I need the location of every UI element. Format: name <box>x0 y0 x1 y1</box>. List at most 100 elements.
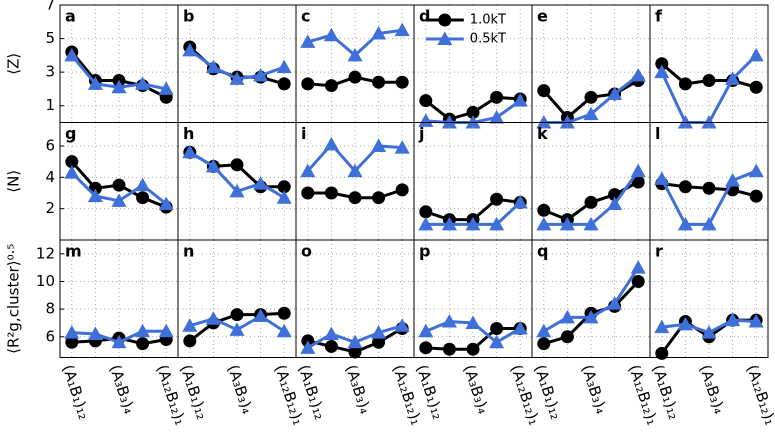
point <box>631 175 645 189</box>
point <box>394 22 410 37</box>
point <box>654 64 670 79</box>
point <box>537 84 551 98</box>
point <box>182 318 198 332</box>
panel-frame <box>413 239 533 358</box>
point <box>229 183 245 198</box>
panel-label: i <box>301 124 306 143</box>
point <box>490 192 504 206</box>
point <box>559 115 575 129</box>
panel-label: p <box>419 242 430 261</box>
point <box>230 158 244 172</box>
x-tick-label: (A₃B₃)₄ <box>224 363 257 416</box>
point <box>607 86 623 100</box>
point <box>65 155 79 169</box>
point <box>748 163 764 178</box>
point <box>655 346 669 360</box>
point <box>276 59 292 74</box>
x-tick-label: (A₃B₃)₄ <box>106 363 139 416</box>
point <box>419 341 433 355</box>
point <box>536 323 552 338</box>
panel-label: b <box>183 7 194 26</box>
point <box>276 323 292 338</box>
panel-label: o <box>301 242 312 261</box>
point <box>87 188 103 203</box>
point <box>560 330 574 344</box>
panel-frame <box>531 4 651 123</box>
y-tick-label: 6 <box>45 137 55 155</box>
point <box>158 81 174 95</box>
point <box>677 216 693 231</box>
point <box>466 342 480 356</box>
point <box>347 334 363 349</box>
point <box>205 158 221 173</box>
point <box>347 47 363 62</box>
point <box>749 189 763 203</box>
point <box>136 191 150 205</box>
point <box>348 70 362 84</box>
point <box>442 342 456 356</box>
x-tick-label: (A₃B₃)₄ <box>578 363 611 416</box>
point <box>183 334 197 348</box>
point <box>323 136 339 151</box>
point <box>230 308 244 322</box>
point <box>348 191 362 205</box>
panel-frame <box>649 239 769 358</box>
point <box>394 318 410 332</box>
point <box>395 183 409 197</box>
point <box>372 75 386 89</box>
point <box>630 260 646 274</box>
panel-label: g <box>65 124 76 143</box>
point <box>489 109 505 124</box>
panel-frame <box>295 4 415 123</box>
panel-label: f <box>655 7 663 26</box>
point <box>559 309 575 324</box>
point <box>489 216 505 231</box>
panel-label: k <box>537 124 548 143</box>
panel-label: q <box>537 242 548 261</box>
point <box>536 115 552 129</box>
point <box>348 345 362 359</box>
point <box>630 68 646 82</box>
point <box>372 335 386 349</box>
point <box>584 90 598 104</box>
point <box>372 191 386 205</box>
point <box>654 171 670 185</box>
y-axis-label: ⟨Z⟩ <box>5 53 23 75</box>
point <box>323 326 339 340</box>
y-tick-label: 7 <box>45 0 55 14</box>
point <box>654 319 670 334</box>
point <box>158 323 174 338</box>
y-tick-label: 1 <box>45 96 55 114</box>
y-tick-label: 6 <box>45 327 55 345</box>
point <box>347 163 363 178</box>
x-tick-label: (A₃B₃)₄ <box>460 363 493 416</box>
point <box>229 322 245 336</box>
point <box>418 323 434 338</box>
y-tick-label: 2 <box>45 199 55 217</box>
x-tick-label: (A₃B₃)₄ <box>342 363 375 416</box>
point <box>607 296 623 310</box>
point <box>205 59 221 74</box>
point <box>111 334 127 349</box>
point <box>395 75 409 89</box>
point <box>276 190 292 204</box>
point <box>87 76 103 90</box>
point <box>701 325 717 339</box>
point <box>182 42 198 57</box>
point <box>300 34 316 48</box>
point <box>301 77 315 91</box>
point <box>583 106 599 121</box>
panel-label: a <box>65 7 76 26</box>
point <box>748 314 764 328</box>
point <box>111 79 127 94</box>
point <box>324 186 338 200</box>
point <box>87 326 103 340</box>
point <box>465 115 481 129</box>
point <box>583 309 599 324</box>
point <box>300 340 316 354</box>
point <box>607 196 623 210</box>
point <box>441 216 457 231</box>
point <box>205 311 221 325</box>
point <box>441 115 457 129</box>
